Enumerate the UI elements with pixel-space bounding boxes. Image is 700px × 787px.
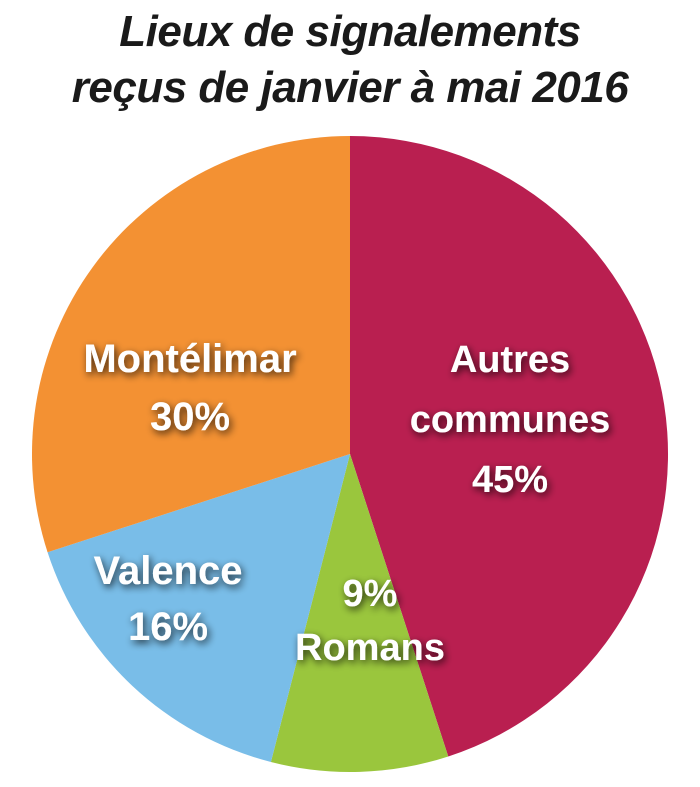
slice-name-label-valence: Valence (93, 549, 242, 593)
chart-title-line-2: reçus de janvier à mai 2016 (71, 63, 629, 112)
pie-slice-montelimar (31, 136, 350, 553)
pie-slice-autres-communes (350, 136, 669, 757)
slice-value-label-romans: 9% (343, 573, 398, 615)
slice-value-label-valence: 16% (128, 605, 208, 649)
slice-value-label-montelimar: 30% (150, 395, 230, 439)
pie-labels: Autres communes 45% 9% Romans Valence 16% Monté… (83, 337, 610, 669)
slice-value-label-autres-communes: 45% (472, 459, 548, 501)
pie-slice-romans (270, 454, 449, 773)
chart-title-line-1: Lieux de signalements (119, 7, 581, 56)
slice-name-label-montelimar: Montélimar (83, 337, 296, 381)
slice-name-label-romans: Romans (295, 627, 445, 669)
slice-name-label-autres-communes: Autres (450, 339, 570, 381)
chart-title: Lieux de signalements reçus de janvier à… (0, 4, 700, 116)
slice-name-label-autres-communes: communes (410, 399, 611, 441)
pie-slice-valence (47, 454, 351, 763)
pie-slices (31, 136, 669, 773)
